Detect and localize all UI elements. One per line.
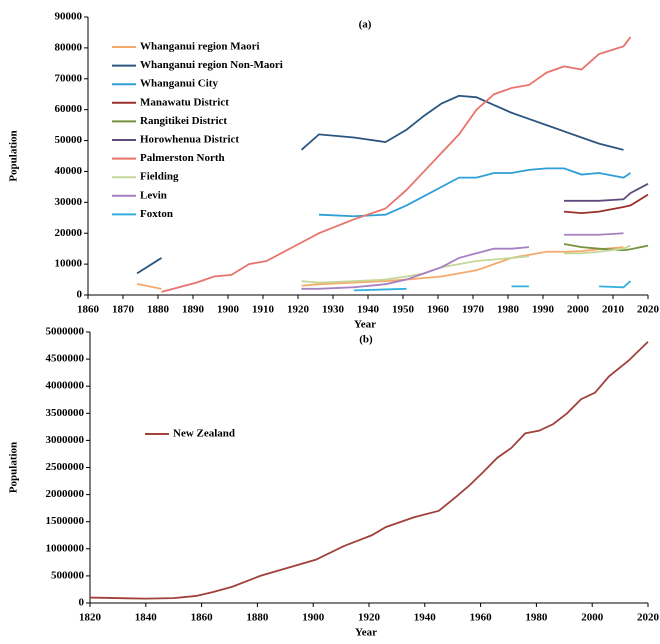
- y-tick-label: 1000000: [46, 542, 85, 554]
- x-tick-label: 2000: [567, 304, 590, 316]
- x-tick-label: 1960: [470, 612, 493, 624]
- legend-label: Whanganui City: [140, 78, 218, 90]
- x-tick-label: 2010: [602, 304, 625, 316]
- x-tick-label: 1940: [414, 612, 437, 624]
- x-tick-label: 1900: [302, 612, 325, 624]
- series-line: [161, 36, 632, 293]
- legend-label: Horowhenua District: [140, 134, 239, 146]
- y-tick-label: 0: [77, 289, 83, 301]
- x-axis-label: Year: [355, 627, 377, 639]
- chart-title: (a): [359, 19, 372, 31]
- series-line: [318, 167, 631, 218]
- x-tick-label: 1930: [322, 304, 345, 316]
- x-tick-label: 1970: [462, 304, 485, 316]
- y-tick-label: 3500000: [46, 407, 85, 419]
- series-line: [563, 243, 649, 252]
- series-line: [564, 183, 649, 202]
- x-tick-label: 1820: [79, 612, 102, 624]
- y-tick-label: 20000: [55, 227, 83, 239]
- chart-title: (b): [359, 334, 373, 346]
- x-tick-label: 1920: [287, 304, 310, 316]
- y-axis-label: Population: [8, 130, 20, 181]
- x-tick-label: 1880: [147, 304, 170, 316]
- x-tick-label: 1950: [392, 304, 415, 316]
- x-tick-label: 1860: [191, 612, 214, 624]
- x-tick-label: 1880: [246, 612, 269, 624]
- x-tick-label: 2020: [637, 612, 660, 624]
- legend-label: Manawatu District: [140, 96, 229, 108]
- x-axis-label: Year: [354, 319, 376, 331]
- y-tick-label: 4000000: [46, 380, 85, 392]
- series-line: [301, 232, 624, 290]
- legend-label: Levin: [140, 189, 167, 201]
- x-tick-label: 1920: [358, 612, 381, 624]
- legend-label: Whanganui region Non-Maori: [140, 59, 283, 71]
- series-line: [563, 193, 649, 215]
- y-tick-label: 80000: [55, 41, 83, 53]
- series-line: [136, 246, 624, 290]
- y-tick-label: 2500000: [46, 461, 85, 473]
- x-tick-label: 2020: [637, 304, 660, 316]
- legend-label: Whanganui region Maori: [140, 41, 260, 53]
- legend-label: Foxton: [140, 208, 173, 220]
- series-line: [353, 280, 632, 292]
- y-tick-label: 500000: [51, 569, 85, 581]
- series-line: [136, 94, 624, 275]
- y-tick-label: 60000: [55, 103, 83, 115]
- x-tick-label: 1990: [532, 304, 555, 316]
- legend-label: New Zealand: [173, 428, 235, 440]
- y-tick-label: 4500000: [46, 353, 85, 365]
- x-tick-label: 1910: [252, 304, 275, 316]
- legend-label: Palmerston North: [140, 152, 225, 164]
- series-line: [89, 341, 649, 600]
- x-tick-label: 1900: [217, 304, 240, 316]
- y-tick-label: 1500000: [46, 515, 85, 527]
- y-tick-label: 70000: [55, 72, 83, 84]
- y-tick-label: 3000000: [46, 434, 85, 446]
- y-tick-label: 90000: [55, 11, 83, 23]
- y-tick-label: 30000: [55, 196, 83, 208]
- legend-label: Fielding: [140, 171, 179, 183]
- y-tick-label: 50000: [55, 134, 83, 146]
- x-tick-label: 1840: [135, 612, 158, 624]
- x-tick-label: 1980: [497, 304, 520, 316]
- x-tick-label: 1860: [77, 304, 100, 316]
- x-tick-label: 1940: [357, 304, 380, 316]
- x-tick-label: 1980: [525, 612, 548, 624]
- y-tick-label: 0: [79, 597, 85, 609]
- y-tick-label: 5000000: [46, 326, 85, 338]
- x-tick-label: 1870: [112, 304, 135, 316]
- y-axis-label: Population: [8, 442, 20, 493]
- x-tick-label: 1890: [182, 304, 205, 316]
- x-tick-label: 2000: [581, 612, 604, 624]
- y-tick-label: 40000: [55, 165, 83, 177]
- legend-label: Rangitikei District: [140, 115, 227, 127]
- y-tick-label: 10000: [55, 258, 83, 270]
- y-tick-label: 2000000: [46, 488, 85, 500]
- x-tick-label: 1960: [427, 304, 450, 316]
